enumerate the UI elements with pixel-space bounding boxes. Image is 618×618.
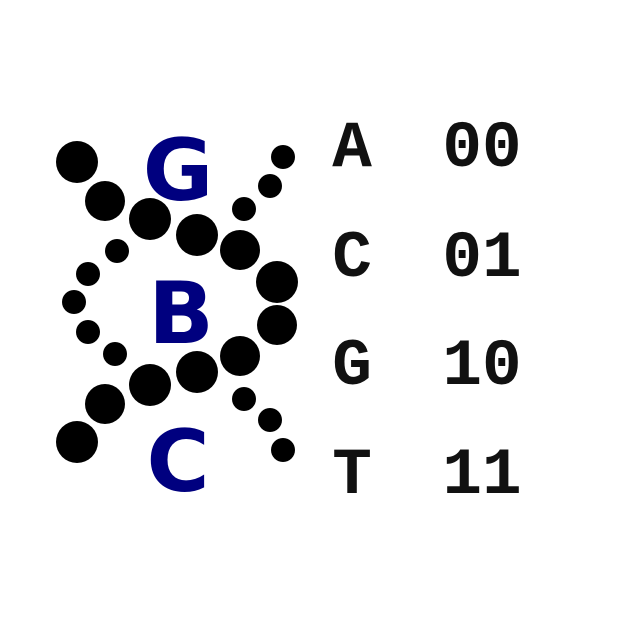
encoding-row-g: G 10	[332, 329, 521, 404]
helix-bead	[220, 336, 260, 376]
encoding-table: A 00 C 01 G 10 T 11	[332, 111, 521, 513]
helix-bead	[258, 408, 282, 432]
logo-letter-b: B	[148, 264, 214, 364]
binary-code: 11	[442, 438, 521, 513]
helix-bead	[271, 438, 295, 462]
helix-bead	[105, 239, 129, 263]
helix-bead	[232, 197, 256, 221]
helix-bead	[176, 214, 218, 256]
helix-bead	[62, 290, 86, 314]
helix-bead	[103, 342, 127, 366]
helix-bead	[256, 261, 298, 303]
base-label: T	[332, 438, 372, 513]
helix-bead	[129, 198, 171, 240]
binary-code: 10	[442, 329, 521, 404]
helix-bead	[56, 421, 98, 463]
helix-bead	[258, 174, 282, 198]
helix-bead	[56, 141, 98, 183]
helix-bead	[220, 230, 260, 270]
helix-bead	[232, 387, 256, 411]
helix-bead	[85, 181, 125, 221]
helix-bead	[176, 351, 218, 393]
encoding-row-t: T 11	[332, 438, 521, 513]
base-label: G	[332, 329, 372, 404]
logo-letter-g: G	[143, 121, 214, 221]
base-label: C	[332, 221, 372, 296]
binary-code: 00	[442, 111, 521, 186]
encoding-row-c: C 01	[332, 221, 521, 296]
logo-letter-c: C	[146, 412, 209, 512]
encoding-row-a: A 00	[332, 111, 521, 186]
double-helix-graphic	[56, 141, 298, 463]
helix-bead	[76, 262, 100, 286]
helix-bead	[76, 320, 100, 344]
binary-code: 01	[442, 221, 521, 296]
helix-bead	[85, 384, 125, 424]
base-label: A	[332, 111, 372, 186]
helix-bead	[271, 145, 295, 169]
helix-bead	[129, 364, 171, 406]
helix-bead	[257, 305, 297, 345]
